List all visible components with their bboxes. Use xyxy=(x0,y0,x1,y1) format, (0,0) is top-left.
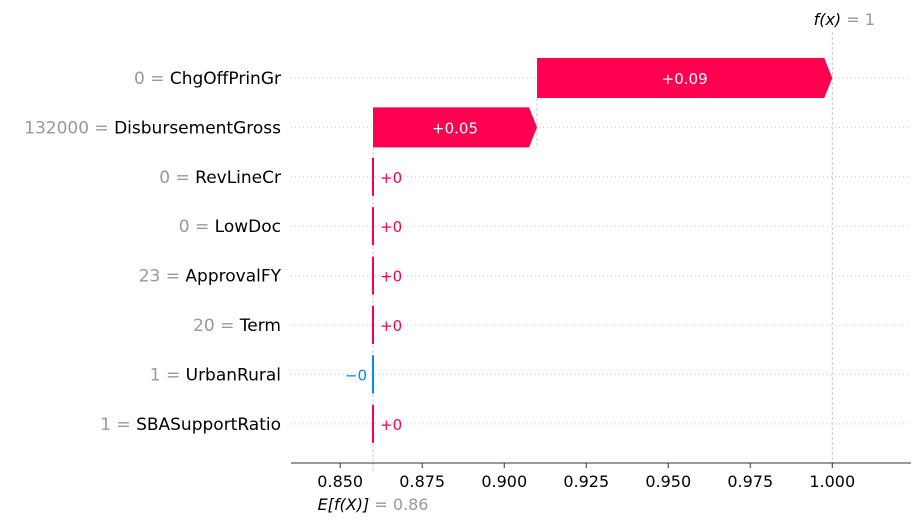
x-tick-label: 0.875 xyxy=(399,472,445,491)
feature-value: 0 = xyxy=(159,168,195,188)
base-value-number: = 0.86 xyxy=(369,495,428,514)
x-tick-label: 0.850 xyxy=(317,472,363,491)
x-tick-label: 0.900 xyxy=(481,472,527,491)
bar-label-ChgOffPrinGr: +0.09 xyxy=(662,70,708,88)
feature-name: DisbursementGross xyxy=(114,118,281,138)
feature-label-SBASupportRatio: 1 = SBASupportRatio xyxy=(100,415,281,435)
x-tick-label: 0.950 xyxy=(645,472,691,491)
feature-name: LowDoc xyxy=(215,217,281,237)
x-tick-label: 1.000 xyxy=(809,472,855,491)
feature-label-UrbanRural: 1 = UrbanRural xyxy=(150,365,281,385)
feature-value: 132000 = xyxy=(24,118,114,138)
feature-name: UrbanRural xyxy=(186,365,281,385)
output-value-label: f(x) = 1 xyxy=(814,10,875,29)
bar-label-Term: +0 xyxy=(380,317,402,335)
output-value-number: = 1 xyxy=(841,10,875,29)
feature-label-LowDoc: 0 = LowDoc xyxy=(179,217,281,237)
feature-value: 1 = xyxy=(150,365,186,385)
x-tick-label: 0.975 xyxy=(727,472,773,491)
x-tick-label: 0.925 xyxy=(563,472,609,491)
feature-label-ApprovalFY: 23 = ApprovalFY xyxy=(139,267,282,287)
feature-value: 0 = xyxy=(179,217,215,237)
feature-name: RevLineCr xyxy=(195,168,281,188)
bar-ChgOffPrinGr xyxy=(537,58,833,98)
feature-label-RevLineCr: 0 = RevLineCr xyxy=(159,168,281,188)
base-value-expr: E[f(X)] xyxy=(318,495,370,514)
output-value-expr: f(x) xyxy=(814,10,842,29)
feature-label-DisbursementGross: 132000 = DisbursementGross xyxy=(24,118,281,138)
bar-label-UrbanRural: −0 xyxy=(345,366,367,384)
base-value-label: E[f(X)] = 0.86 xyxy=(318,495,429,514)
bar-label-ApprovalFY: +0 xyxy=(380,268,402,286)
feature-value: 0 = xyxy=(134,69,170,89)
feature-value: 20 = xyxy=(193,316,240,336)
bar-label-SBASupportRatio: +0 xyxy=(380,416,402,434)
feature-name: Term xyxy=(239,316,281,336)
feature-label-Term: 20 = Term xyxy=(193,316,281,336)
bar-label-RevLineCr: +0 xyxy=(380,169,402,187)
feature-label-ChgOffPrinGr: 0 = ChgOffPrinGr xyxy=(134,69,281,89)
feature-name: ChgOffPrinGr xyxy=(170,69,281,89)
bar-label-DisbursementGross: +0.05 xyxy=(432,119,478,137)
feature-value: 1 = xyxy=(100,415,136,435)
bar-DisbursementGross xyxy=(373,107,538,148)
feature-name: ApprovalFY xyxy=(185,267,281,287)
feature-value: 23 = xyxy=(139,267,186,287)
bar-label-LowDoc: +0 xyxy=(380,218,402,236)
feature-name: SBASupportRatio xyxy=(136,415,281,435)
